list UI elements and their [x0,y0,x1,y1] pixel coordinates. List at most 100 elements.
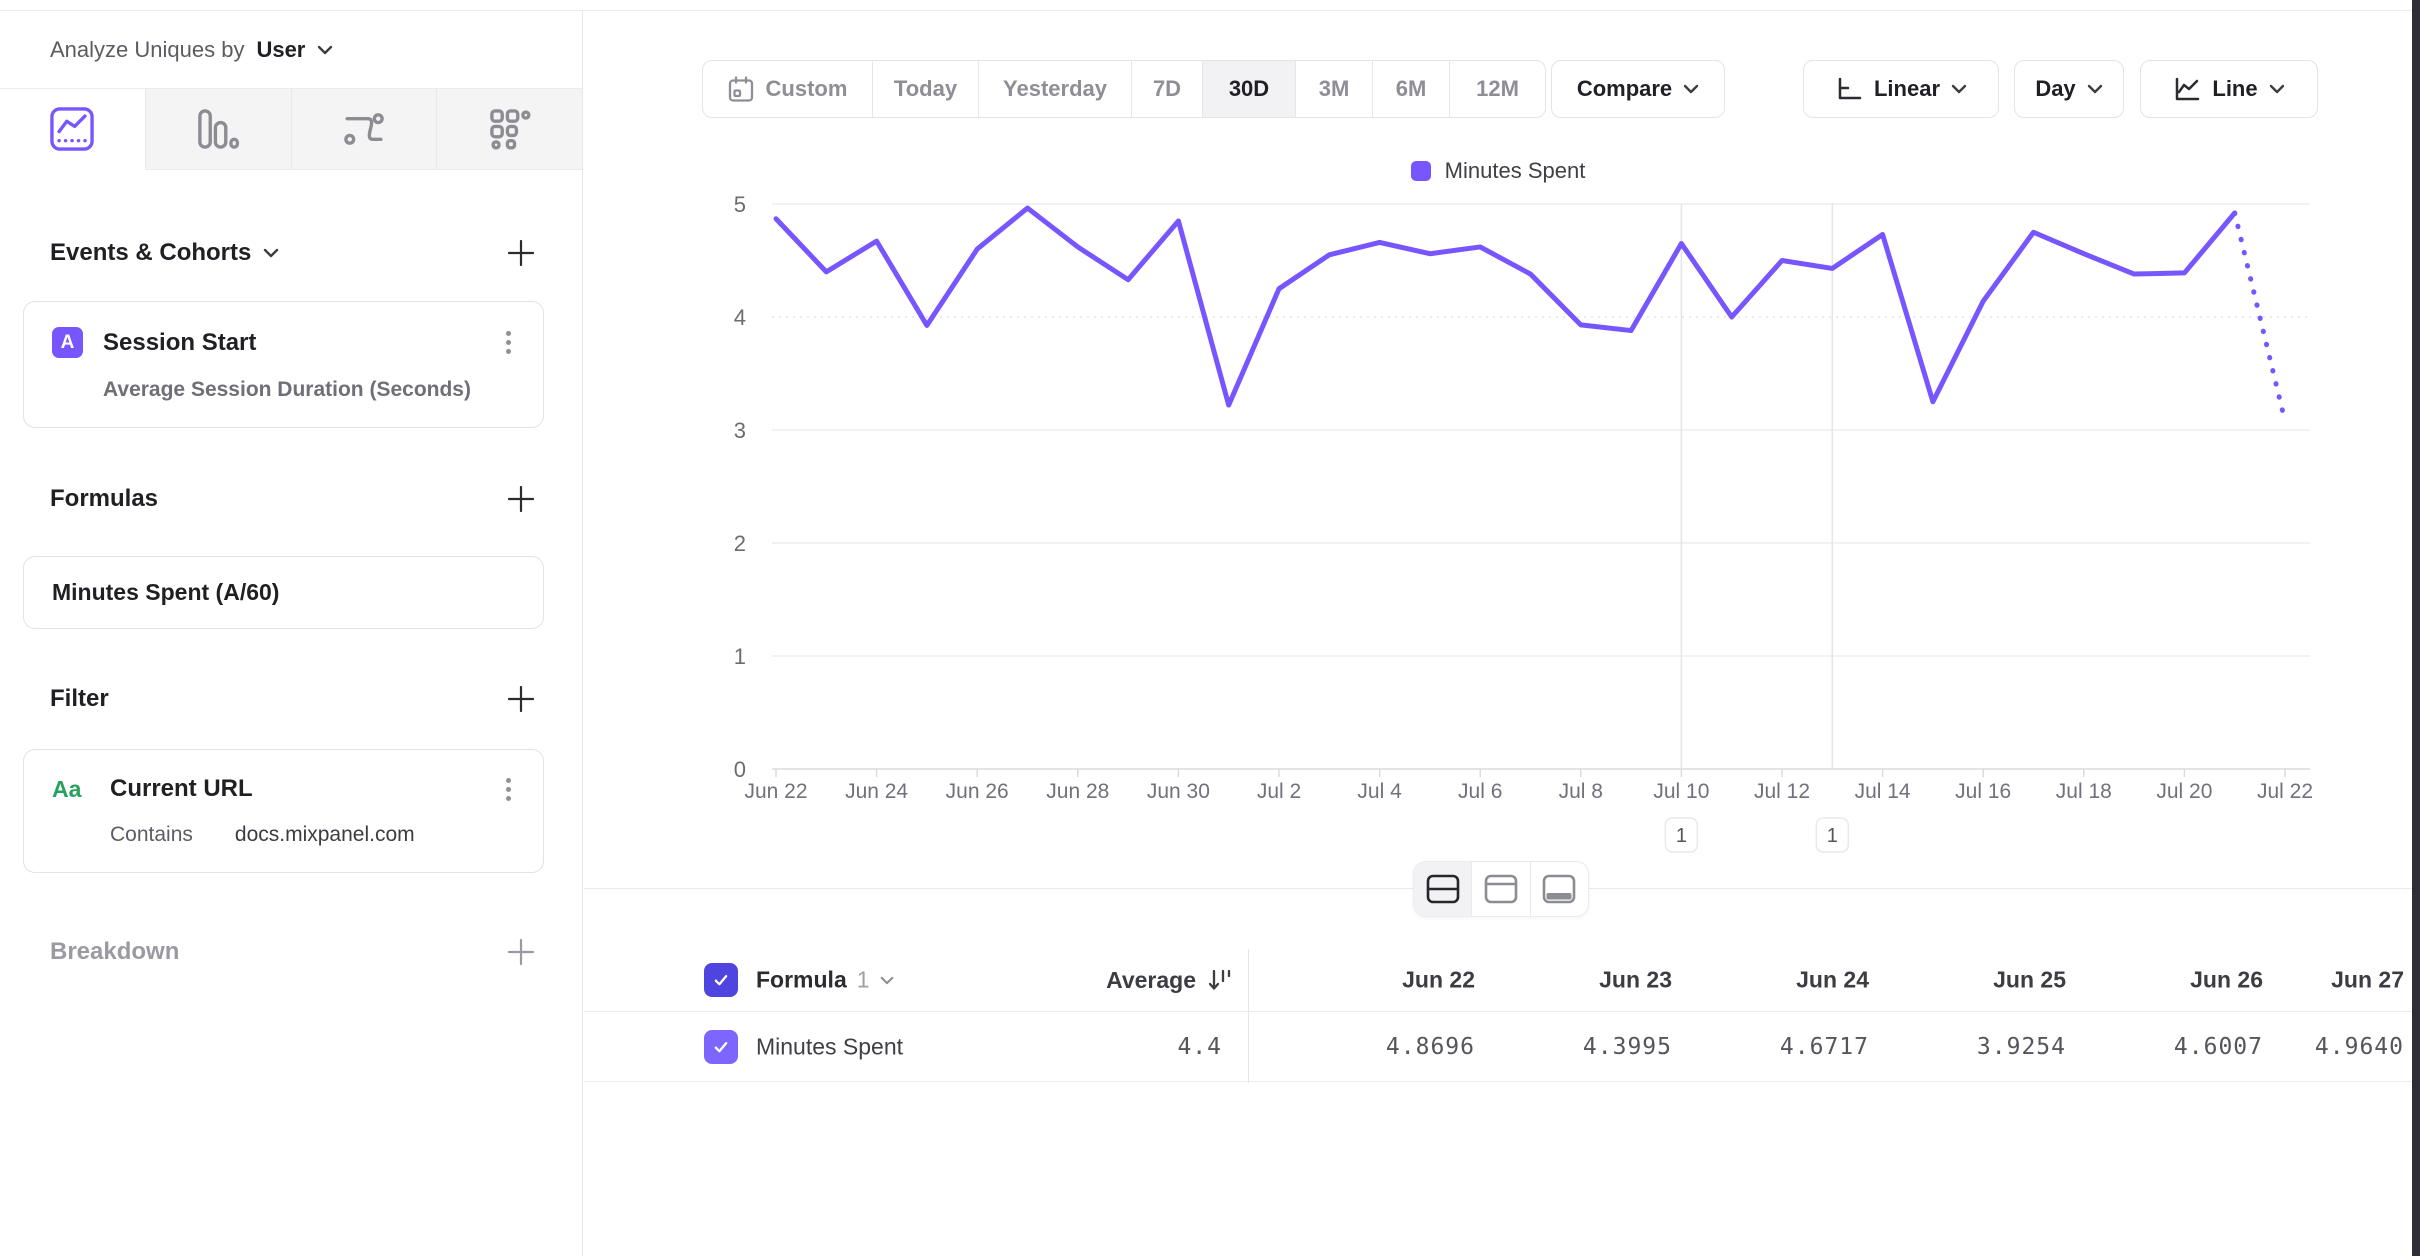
event-card[interactable]: A Session Start Average Session Duration… [23,301,544,428]
filter-section-title: Filter [50,685,109,713]
chart-line [773,205,2238,408]
range-today-label: Today [893,76,958,101]
formula-group-label: Formula [756,966,847,993]
filter-section-label: Filter [50,685,109,712]
range-6m-label: 6M [1395,76,1427,101]
tab-flows[interactable] [290,89,437,169]
tab-retention[interactable] [436,89,582,169]
scale-dropdown[interactable]: Linear [1803,60,1999,118]
date-column-header: Jun 26 [2190,966,2263,993]
sort-descending-icon[interactable] [1206,966,1234,994]
analyze-uniques-label: Analyze Uniques by [50,36,245,62]
chart-type-label: Line [2212,76,2258,101]
filter-property-name[interactable]: Current URL [110,775,253,802]
interval-label: Day [2035,76,2076,101]
filter-operator[interactable]: Contains [110,823,193,846]
table-header-row: Formula 1 Average Jun 22 Jun 23 Jun 24 J… [584,949,2412,1012]
tab-insights[interactable] [0,89,146,170]
layout-chart-only-button[interactable] [1471,862,1529,916]
check-icon [714,1041,728,1052]
chevron-down-icon [264,248,279,258]
add-event-button[interactable] [506,238,536,268]
range-12m[interactable]: 12M [1449,61,1545,117]
y-axis-label: 5 [734,192,746,217]
annotation-badge-label: 1 [1676,825,1687,847]
property-type-badge: Aa [52,775,82,802]
chart-type-dropdown[interactable]: Line [2140,60,2318,118]
cell-value: 4.9640 [2314,1033,2404,1060]
range-yesterday-label: Yesterday [1003,76,1107,101]
range-7d[interactable]: 7D [1131,61,1202,117]
event-name[interactable]: Session Start [103,328,257,356]
x-axis-label: Jul 18 [2056,780,2112,803]
x-axis-label: Jul 16 [1955,780,2011,803]
range-yesterday[interactable]: Yesterday [978,61,1131,117]
layout-table-only-button[interactable] [1529,862,1588,916]
top-divider [0,10,2420,11]
add-formula-button[interactable] [506,484,536,514]
line-chart: 0 1 2 3 4 5 1 1 Jun 22 Jun 24 Jun 26 Jun 28 Jun 30 Ju… [734,192,2313,853]
formulas-section-label: Formulas [50,485,159,512]
series-name[interactable]: Minutes Spent [756,1033,904,1059]
line-chart-icon [50,107,95,151]
chart-top-view-icon [1484,874,1518,904]
chevron-down-icon [2269,84,2284,94]
x-axis-label: Jul 14 [1855,780,1911,803]
grid-icon [489,109,531,150]
chart-legend[interactable]: Minutes Spent [584,158,2412,184]
range-30d[interactable]: 30D [1202,61,1295,117]
date-column-header: Jun 24 [1796,966,1869,993]
table-column-divider [1248,949,1249,1083]
chevron-down-icon[interactable] [317,45,333,55]
average-column-header[interactable]: Average [884,966,1234,994]
tab-funnels[interactable] [145,89,291,169]
event-aggregation[interactable]: Average Session Duration (Seconds) [103,378,471,401]
range-custom-label: Custom [765,76,848,101]
range-12m-label: 12M [1476,76,1519,101]
range-6m[interactable]: 6M [1372,61,1449,117]
range-3m[interactable]: 3M [1295,61,1372,117]
kebab-menu-icon[interactable] [501,331,515,354]
range-today[interactable]: Today [872,61,978,117]
chevron-down-icon [2087,84,2102,94]
chevron-down-icon [880,976,893,984]
filter-card[interactable]: Aa Current URL Contains docs.mixpanel.co… [23,749,544,873]
annotation-badge[interactable] [1815,817,1850,853]
events-section-label: Events & Cohorts [50,239,252,266]
interval-dropdown[interactable]: Day [2014,60,2124,118]
y-axis-label: 0 [734,757,746,782]
formula-name[interactable]: Minutes Spent (A/60) [52,579,280,605]
formula-card[interactable]: Minutes Spent (A/60) [23,556,544,629]
x-axis-label: Jul 20 [2156,780,2212,803]
x-axis-label: Jun 24 [845,780,908,803]
select-all-checkbox[interactable] [704,963,738,997]
date-column-header: Jun 27 [2331,966,2404,993]
events-section-title[interactable]: Events & Cohorts [50,239,279,267]
annotation-badge[interactable] [1664,817,1699,853]
filter-value[interactable]: docs.mixpanel.com [234,823,415,846]
cell-value: 4.8696 [1385,1033,1475,1060]
split-view-icon [1426,874,1459,904]
x-axis-label: Jul 2 [1257,780,1301,803]
compare-button[interactable]: Compare [1551,60,1725,118]
chevron-down-icon [1683,84,1699,94]
filter-section-header: Filter [0,684,582,714]
formula-group-header[interactable]: Formula 1 [756,967,894,994]
analyze-uniques-value[interactable]: User [256,36,306,62]
date-column-header: Jun 23 [1599,966,1672,993]
kebab-menu-icon[interactable] [501,777,515,801]
add-filter-button[interactable] [506,684,536,714]
range-7d-label: 7D [1152,76,1182,101]
range-custom[interactable]: Custom [703,61,872,117]
bar-chart-icon [198,109,240,149]
y-axis-label: 4 [734,305,746,330]
results-table: Formula 1 Average Jun 22 Jun 23 Jun 24 J… [584,949,2412,1083]
report-tabstrip [0,89,582,170]
window-edge-strip [2412,0,2420,1256]
x-axis-label: Jul 4 [1357,780,1402,803]
row-checkbox[interactable] [704,1029,738,1064]
table-bottom-view-icon [1543,874,1576,904]
layout-split-button[interactable] [1414,862,1472,916]
add-breakdown-button[interactable] [506,937,536,967]
x-axis-label: Jun 26 [946,780,1009,803]
